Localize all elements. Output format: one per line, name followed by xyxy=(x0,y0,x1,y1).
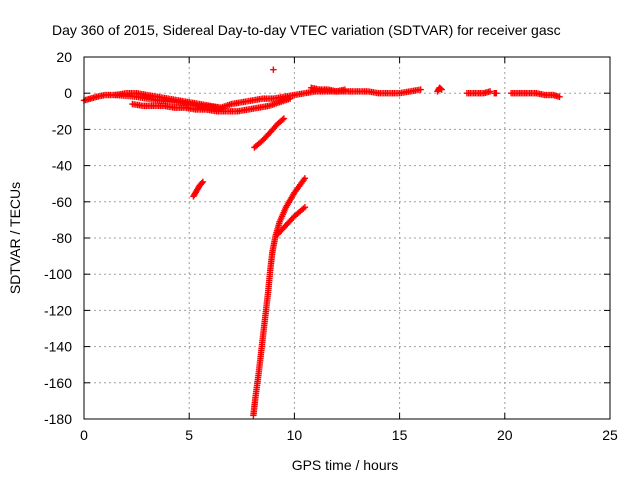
y-tick-label: -180 xyxy=(44,411,72,427)
series-segment xyxy=(270,66,277,73)
x-tick-label: 0 xyxy=(80,427,88,443)
data-point xyxy=(301,204,309,211)
data-point xyxy=(199,178,207,186)
series-segment xyxy=(112,91,224,111)
y-tick-label: -120 xyxy=(44,302,72,318)
grid-lines xyxy=(84,57,610,419)
data-point xyxy=(556,93,563,101)
data-point xyxy=(486,88,494,95)
x-tick-label: 25 xyxy=(602,427,618,443)
x-tick-label: 10 xyxy=(287,427,303,443)
data-point xyxy=(217,104,224,111)
y-axis-title: SDTVAR / TECUs xyxy=(7,182,23,294)
x-tick-label: 5 xyxy=(185,427,193,443)
y-tick-label: -60 xyxy=(52,194,72,210)
y-tick-label: -100 xyxy=(44,266,72,282)
series-segment xyxy=(250,175,309,419)
data-point xyxy=(279,116,286,123)
data-point xyxy=(250,412,257,419)
y-tick-label: 20 xyxy=(56,49,72,65)
plot-frame xyxy=(83,56,611,420)
data-point xyxy=(270,66,277,73)
y-tick-label: -20 xyxy=(52,121,72,137)
axes: 0 5 10 15 20 25 20 0 -20 -40 -60 -80 -100 -120 -140 -16… xyxy=(44,49,618,443)
series-segment xyxy=(190,178,207,200)
series-segment xyxy=(274,204,309,238)
y-tick-label: -40 xyxy=(52,158,72,174)
y-tick-label: -140 xyxy=(44,339,72,355)
series-segment xyxy=(251,115,288,151)
x-tick-label: 15 xyxy=(392,427,408,443)
x-tick-label: 20 xyxy=(497,427,513,443)
data-point xyxy=(341,86,349,93)
y-tick-label: -160 xyxy=(44,375,72,391)
y-tick-label: -80 xyxy=(52,230,72,246)
series-segment xyxy=(507,90,563,101)
data-point xyxy=(286,95,294,102)
data-point xyxy=(437,85,444,92)
series-segment xyxy=(308,84,349,95)
data-points xyxy=(80,66,563,419)
data-point xyxy=(280,115,288,122)
chart-title: Day 360 of 2015, Sidereal Day-to-day VTE… xyxy=(52,22,561,38)
series-segment xyxy=(434,84,445,95)
data-point xyxy=(198,179,206,187)
x-axis-title: GPS time / hours xyxy=(292,457,399,473)
series-segment xyxy=(491,90,500,97)
data-point xyxy=(493,90,500,97)
y-tick-label: 0 xyxy=(64,85,72,101)
data-point xyxy=(438,86,445,93)
data-point xyxy=(417,86,424,93)
series-segment xyxy=(463,88,494,97)
